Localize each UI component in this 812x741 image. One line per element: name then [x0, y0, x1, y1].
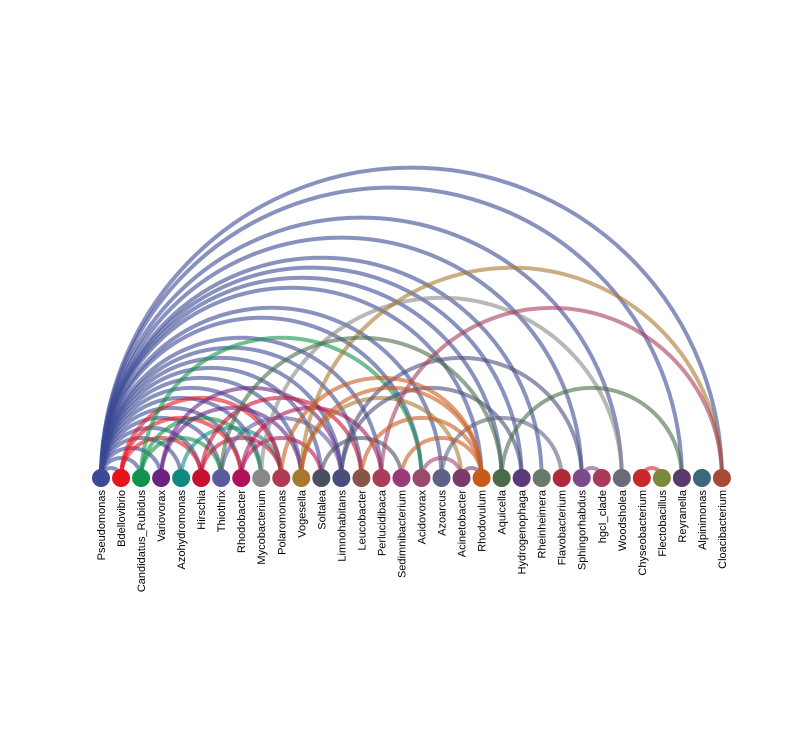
node-label: Azoarcus — [437, 490, 449, 536]
link-arc — [119, 395, 284, 479]
node-label: Cloacibacterium — [717, 490, 729, 569]
link-arc — [99, 215, 624, 479]
node-label: Hydrogenophaga — [517, 489, 529, 574]
node-label: Sedimnibacterium — [396, 490, 408, 578]
nodes: Pseudomonas Bdellovibrio Candidatus_Rubidu… — [92, 469, 731, 592]
link-arc — [399, 435, 484, 479]
node-label: Limnohabitans — [336, 490, 348, 562]
node — [252, 469, 271, 487]
node-label: Bdellovibrio — [116, 490, 128, 547]
link-arc — [139, 435, 224, 479]
node — [692, 469, 711, 487]
node — [492, 469, 511, 487]
arcs — [99, 165, 724, 479]
link-arc — [359, 415, 484, 479]
node — [352, 469, 371, 487]
node — [272, 469, 291, 487]
node-label: Thiothrix — [216, 490, 228, 533]
node-label: Perlucidibaca — [376, 489, 388, 556]
link-arc — [99, 305, 444, 479]
node-label: Polaromonas — [276, 490, 288, 555]
node — [672, 469, 691, 487]
node-label: Azohydromonas — [176, 490, 188, 570]
node-label: Flectobacillus — [657, 490, 669, 557]
link-arc — [259, 295, 624, 479]
link-arc — [139, 415, 264, 479]
node — [412, 469, 431, 487]
link-arc — [139, 335, 424, 479]
node — [552, 469, 571, 487]
node — [712, 469, 731, 487]
link-arc — [439, 415, 564, 479]
node-label: Pseudomonas — [96, 490, 108, 561]
link-arc — [299, 265, 724, 479]
node-label: Variovorax — [156, 490, 168, 542]
node-label: Woodsholea — [617, 489, 629, 551]
node-label: Candidatus_Rubidus — [136, 490, 148, 593]
node — [92, 469, 110, 487]
link-arc — [379, 305, 724, 479]
node — [372, 469, 391, 487]
node — [332, 469, 351, 487]
node-label: Rhodobacter — [236, 490, 248, 553]
node — [432, 469, 451, 487]
node — [152, 469, 171, 487]
node-label: Alpinimonas — [697, 490, 709, 550]
link-arc — [219, 335, 504, 479]
node — [292, 469, 311, 487]
node — [232, 469, 251, 487]
link-arc — [99, 185, 684, 479]
node — [612, 469, 631, 487]
node-label: Rhodovulum — [477, 490, 489, 552]
node — [472, 469, 491, 487]
node — [192, 469, 211, 487]
link-arc — [319, 435, 404, 479]
link-arc — [339, 355, 584, 479]
node — [392, 469, 411, 487]
node — [532, 469, 551, 487]
node — [592, 469, 611, 487]
node-label: Rheinheimera — [537, 489, 549, 558]
node-label: Hirschia — [196, 489, 208, 530]
node — [312, 469, 331, 487]
node — [132, 469, 151, 487]
link-arc — [99, 165, 724, 479]
node — [652, 469, 671, 487]
node — [172, 469, 191, 487]
node-label: Leucobacter — [356, 490, 368, 551]
node — [632, 469, 651, 487]
node — [512, 469, 531, 487]
node-label: Reyranella — [677, 489, 689, 542]
node-label: Vogesella — [296, 489, 308, 538]
link-arc — [499, 385, 684, 479]
node-label: Acidovorax — [416, 490, 428, 545]
link-arc — [159, 385, 344, 479]
node — [572, 469, 591, 487]
node-label: Mycobacterium — [256, 490, 268, 565]
node-label: Aquicella — [497, 489, 509, 535]
node-label: Chyseobacterium — [637, 490, 649, 576]
link-arc — [279, 375, 484, 479]
node-label: Soltalea — [316, 489, 328, 530]
link-arc — [99, 235, 584, 479]
node — [112, 469, 131, 487]
node — [212, 469, 231, 487]
node — [452, 469, 471, 487]
link-arc — [99, 255, 544, 479]
node-label: Sphingorhabdus — [577, 490, 589, 571]
node-label: Flavobacterium — [557, 490, 569, 565]
node-label: Acinetobacter — [457, 490, 469, 558]
node-label: hgcI_clade — [597, 490, 609, 543]
link-arc — [219, 415, 344, 479]
